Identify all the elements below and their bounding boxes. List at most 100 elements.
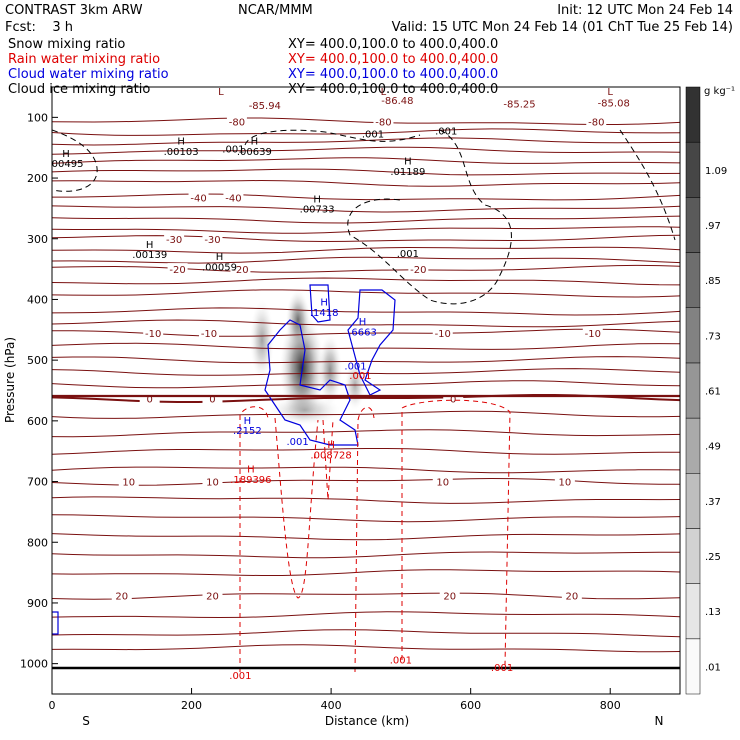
colorbar-tick-label: .85 [705, 276, 721, 287]
x-axis-ticks: 0 200 400 600 800 [49, 688, 621, 712]
temperature-contour [52, 117, 680, 125]
colorbar-box [685, 362, 701, 419]
extremum-label: -85.94 [249, 101, 281, 112]
y-tick-label: 600 [27, 415, 48, 428]
temperature-label: -20 [410, 265, 426, 276]
temperature-label-bg [432, 475, 453, 487]
extremum-label: L [218, 87, 224, 98]
temperature-contour [52, 128, 680, 136]
rain-contour-tall [354, 406, 375, 673]
temperature-contour [52, 193, 680, 201]
field-snow-label: Snow mixing ratio [8, 37, 125, 52]
colorbar-box [685, 638, 701, 695]
temperature-contour [52, 179, 680, 187]
rain-water-contours [239, 399, 511, 673]
colorbar-tick-label: .37 [705, 497, 721, 508]
temperature-contour [52, 277, 680, 286]
contour-value-label: .001 [349, 371, 371, 382]
x-tick-label: 200 [181, 699, 202, 712]
colorbar-tick-label: .25 [705, 552, 721, 563]
temperature-label: -80 [588, 118, 604, 129]
temperature-label: -30 [204, 235, 220, 246]
temperature-label: 0 [147, 394, 153, 405]
temperature-label: 20 [443, 592, 456, 603]
colorbar-tick-label: .01 [705, 662, 721, 673]
ice-contour-mid [347, 129, 512, 305]
temperature-contour [52, 380, 680, 389]
temperature-contour [52, 368, 680, 376]
x-axis-label: Distance (km) [325, 714, 409, 728]
temperature-contour [52, 569, 680, 576]
y-tick-label: 900 [27, 597, 48, 610]
temperature-contour [52, 477, 680, 486]
contour-value-label: .001 [390, 656, 412, 667]
temperature-label-bg [432, 326, 453, 338]
temperature-label: 20 [565, 592, 578, 603]
temperature-contour [52, 256, 680, 264]
temperature-label-bg [373, 115, 394, 127]
temperature-contours: -80 -80 -80 -40 -40 -30 -30 -20 -20 -20 -10 -10 -10 -… [52, 115, 680, 653]
extremum-label: H [313, 194, 321, 205]
temperature-contour [52, 629, 680, 638]
temperature-label-bg [188, 191, 209, 203]
temperature-contour [52, 466, 680, 474]
temperature-contour [52, 356, 680, 364]
cloud-water-upper [309, 284, 331, 323]
extremum-label: H [177, 137, 185, 148]
extremum-label: .00059 [202, 262, 237, 273]
temperature-label-bg [202, 589, 223, 601]
temperature-contour [52, 146, 680, 155]
init-time: Init: 12 UTC Mon 24 Feb 14 [557, 3, 733, 18]
colorbar-box [685, 252, 701, 308]
colorbar-tick-label: .73 [705, 331, 721, 342]
extremum-label: H [359, 317, 367, 328]
valid-time: Valid: 15 UTC Mon 24 Feb 14 (01 ChT Tue … [392, 20, 733, 35]
contour-value-label: .001 [286, 437, 308, 448]
colorbar-tick-label: .13 [705, 607, 721, 618]
extremum-label: -85.08 [598, 98, 630, 109]
extremum-label: .00495 [48, 159, 83, 170]
colorbar-unit: g kg⁻¹ [704, 86, 735, 97]
y-tick-label: 200 [27, 172, 48, 185]
rain-contour-far-right [401, 399, 511, 666]
contour-value-label: .001 [491, 663, 513, 674]
temperature-contour [52, 592, 680, 600]
temperature-contour [52, 533, 680, 541]
plot-area: -80 -80 -80 -40 -40 -30 -30 -20 -20 -20 -10 -10 -10 -… [3, 86, 681, 728]
temperature-label: -10 [201, 329, 217, 340]
ice-contour-right [619, 129, 676, 241]
extremum-label: .189396 [230, 475, 271, 486]
header: CONTRAST 3km ARW NCAR/MMM Init: 12 UTC M… [5, 3, 733, 35]
temperature-contour [52, 137, 680, 146]
colorbar-box [685, 528, 701, 584]
temperature-label: -40 [225, 193, 241, 204]
temperature-contour [52, 319, 680, 328]
extremum-label: L [381, 87, 387, 98]
colorbar-ticks: .01 .13 .25 .37 .49 .61 .73 .85 .97 1.09 [705, 166, 727, 674]
temperature-label: 20 [115, 592, 128, 603]
temperature-label-bg [439, 589, 460, 601]
temperature-label: -80 [229, 118, 245, 129]
temperature-contour [52, 226, 680, 234]
temperature-label-bg [230, 263, 251, 275]
edge-cloud-water-blip [52, 611, 59, 635]
extremum-label: H [62, 149, 70, 160]
x-tick-label: 0 [49, 699, 56, 712]
extremum-label: H [216, 252, 224, 263]
field-snow-xy: XY= 400.0,100.0 to 400.0,400.0 [288, 37, 498, 52]
field-cloud-water-xy: XY= 400.0,100.0 to 400.0,400.0 [288, 67, 498, 82]
temperature-contour [52, 514, 680, 523]
extremum-label: .00139 [132, 250, 167, 261]
colorbar-tick-label: .49 [705, 442, 721, 453]
field-cloud-water-label: Cloud water mixing ratio [8, 67, 169, 82]
temperature-contour [52, 644, 680, 653]
colorbar-box [685, 417, 701, 474]
colorbar-tick-label: .97 [705, 221, 721, 232]
temperature-label: 10 [122, 478, 135, 489]
field-cloud-ice-label: Cloud ice mixing ratio [8, 82, 150, 97]
temperature-label: -30 [166, 235, 182, 246]
temperature-label: 10 [206, 478, 219, 489]
extremum-label: .00733 [300, 205, 335, 216]
field-rain-xy: XY= 400.0,100.0 to 400.0,400.0 [288, 52, 498, 67]
y-tick-label: 300 [27, 233, 48, 246]
